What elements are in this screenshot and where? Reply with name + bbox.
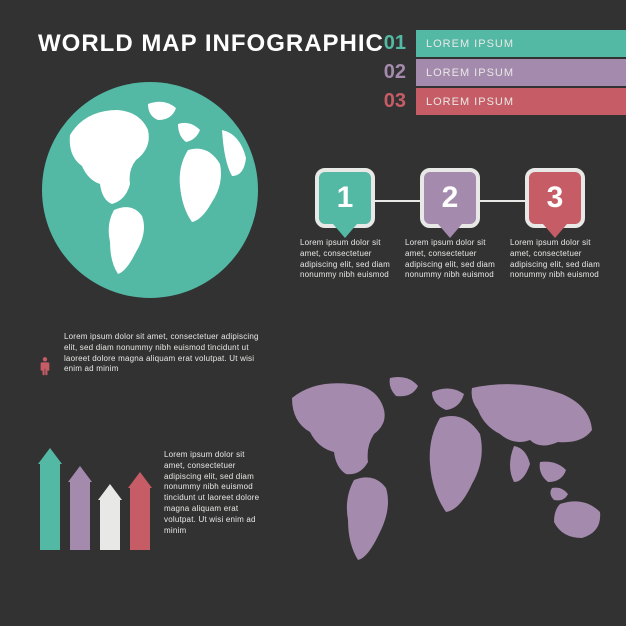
banner-row-1: 01 LOREM IPSUM [366,30,626,57]
banner-list: 01 LOREM IPSUM 02 LOREM IPSUM 03 LOREM I… [366,30,626,117]
arrow-bar-1 [40,462,60,550]
banner-3-bar: LOREM IPSUM [416,88,626,115]
globe-icon [40,80,260,300]
banner-row-3: 03 LOREM IPSUM [366,88,626,115]
callout-3-text: Lorem ipsum dolor sit amet, consectetuer… [510,238,600,281]
callout-3: 3 Lorem ipsum dolor sit amet, consectetu… [510,168,600,281]
arrow-chart-text: Lorem ipsum dolor sit amet, consectetuer… [164,450,260,536]
banner-2-num: 02 [366,61,416,84]
page-title: WORLD MAP INFOGRAPHIC [38,30,384,58]
callout-3-pin: 3 [525,168,585,228]
world-map-flat-icon [282,370,608,570]
arrow-chart-block: Lorem ipsum dolor sit amet, consectetuer… [40,450,260,550]
person-icon [40,332,50,404]
banner-2-bar: LOREM IPSUM [416,59,626,86]
banner-1-num: 01 [366,32,416,55]
banner-row-2: 02 LOREM IPSUM [366,59,626,86]
person-text: Lorem ipsum dolor sit amet, consectetuer… [64,332,260,404]
callout-2-text: Lorem ipsum dolor sit amet, consectetuer… [405,238,495,281]
callout-1: 1 Lorem ipsum dolor sit amet, consectetu… [300,168,390,281]
banner-1-bar: LOREM IPSUM [416,30,626,57]
callout-2-pin: 2 [420,168,480,228]
arrow-bar-4 [130,486,150,550]
person-block: Lorem ipsum dolor sit amet, consectetuer… [40,332,260,404]
arrow-bar-3 [100,498,120,550]
arrow-chart [40,450,150,550]
callout-2: 2 Lorem ipsum dolor sit amet, consectetu… [405,168,495,281]
banner-3-num: 03 [366,90,416,113]
callout-1-text: Lorem ipsum dolor sit amet, consectetuer… [300,238,390,281]
callout-1-pin: 1 [315,168,375,228]
arrow-bar-2 [70,480,90,550]
callout-row: 1 Lorem ipsum dolor sit amet, consectetu… [300,168,600,281]
